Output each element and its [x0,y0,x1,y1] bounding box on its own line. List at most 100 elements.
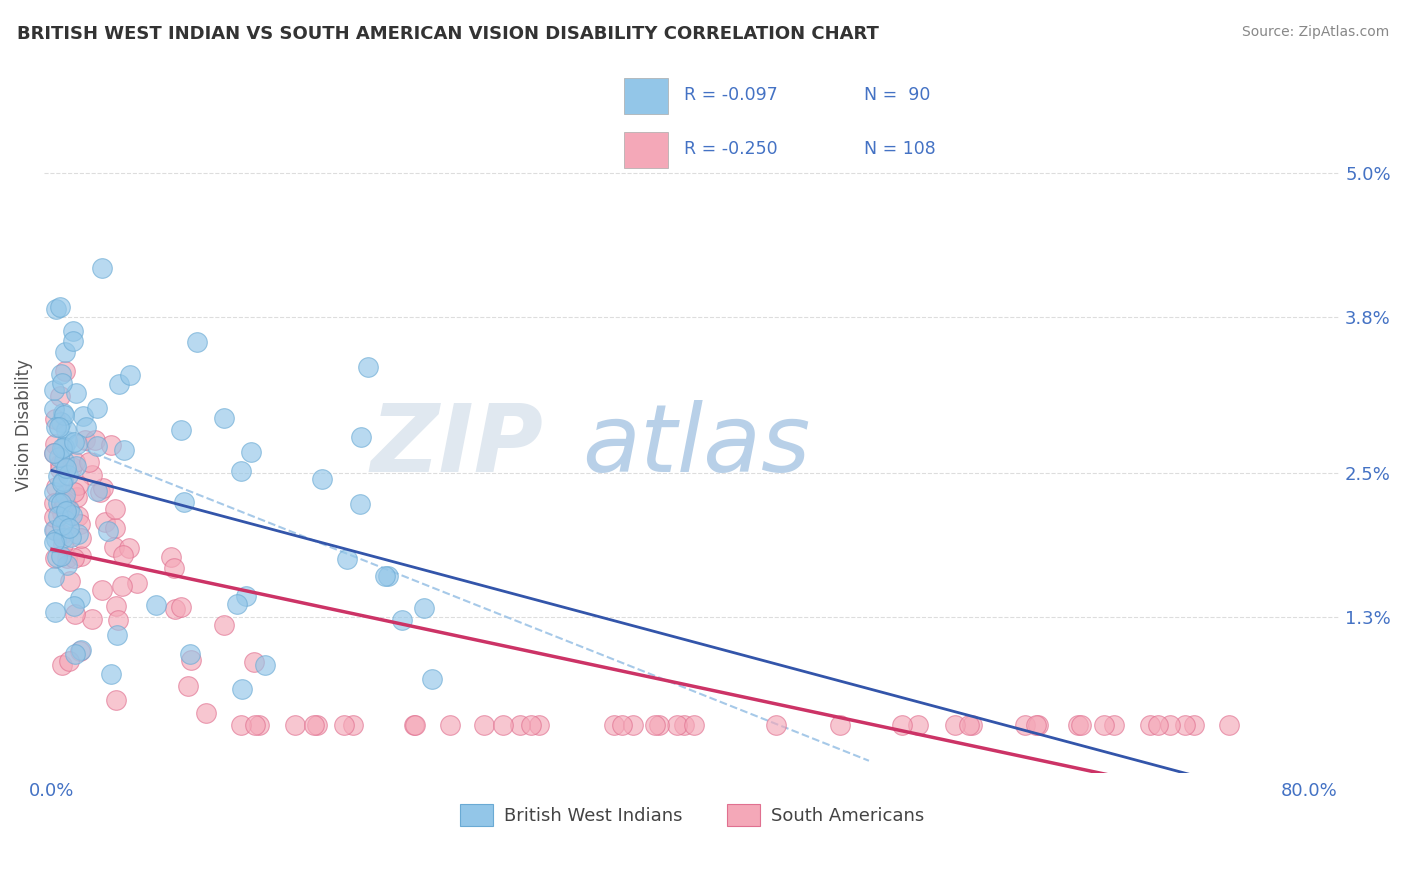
Point [225,598,247,612]
Point [42,383,65,397]
Point [58,655,80,669]
Point [1174,718,1197,732]
Point [231,464,253,478]
Point [42,484,65,499]
Text: R = -0.097: R = -0.097 [683,86,778,104]
Point [49,301,72,315]
Point [44,523,66,537]
Point [49,389,72,403]
Point [48,450,70,464]
Point [91,260,114,275]
Point [527,718,550,732]
Point [65,385,87,400]
Point [163,561,186,575]
Point [349,497,371,511]
Point [49,458,72,472]
Point [52,537,75,551]
Point [66,508,89,523]
Point [342,718,364,732]
Point [65,647,87,661]
Point [48,420,70,434]
Point [307,718,329,732]
Bar [624,132,668,169]
Point [55,460,77,475]
Point [173,495,195,509]
Point [73,434,96,448]
Point [53,495,76,509]
Point [357,359,380,374]
Point [58,521,80,535]
Point [59,530,82,544]
Point [53,440,76,454]
Point [51,376,73,390]
Point [49,549,72,564]
Point [63,599,86,614]
Point [53,344,76,359]
Point [66,478,89,492]
Point [665,718,688,732]
Point [249,718,271,732]
Point [42,534,65,549]
Point [212,411,235,425]
Point [80,612,103,626]
Point [243,718,266,732]
Point [603,718,626,732]
Point [107,613,129,627]
Point [86,483,108,498]
Point [42,401,65,416]
Text: N =  90: N = 90 [865,86,931,104]
Point [1182,718,1205,732]
Point [177,679,200,693]
Point [118,541,141,555]
Point [72,409,94,423]
Point [336,552,359,566]
Point [104,521,127,535]
Point [55,558,77,572]
Point [108,376,131,391]
Point [239,444,262,458]
Point [907,718,929,732]
Point [1218,718,1240,732]
Point [391,613,413,627]
Point [103,540,125,554]
Point [42,523,65,537]
Point [90,583,112,598]
Point [49,416,72,430]
Point [1070,718,1092,732]
Point [70,549,93,563]
Point [67,526,90,541]
Point [374,569,396,583]
Y-axis label: Vision Disability: Vision Disability [15,359,32,491]
Legend: British West Indians, South Americans: British West Indians, South Americans [453,797,931,833]
Point [1102,718,1125,732]
Point [86,401,108,416]
Point [404,718,426,732]
Point [51,506,73,520]
Bar [624,78,668,114]
Text: ZIP: ZIP [370,400,543,492]
Point [179,647,201,661]
Point [52,500,75,514]
Point [80,467,103,482]
Point [66,437,89,451]
Point [86,439,108,453]
Point [55,504,77,518]
Point [56,467,79,482]
Point [231,718,253,732]
Point [350,430,373,444]
Point [420,672,443,686]
Point [60,460,83,475]
Point [404,718,426,732]
Point [44,411,66,425]
Point [377,569,399,583]
Text: atlas: atlas [582,401,810,491]
Point [957,718,980,732]
Point [170,423,193,437]
Point [100,666,122,681]
Point [943,718,966,732]
Point [63,485,86,500]
Point [70,531,93,545]
Text: BRITISH WEST INDIAN VS SOUTH AMERICAN VISION DISABILITY CORRELATION CHART: BRITISH WEST INDIAN VS SOUTH AMERICAN VI… [17,25,879,43]
Point [60,508,83,522]
Point [112,548,135,562]
